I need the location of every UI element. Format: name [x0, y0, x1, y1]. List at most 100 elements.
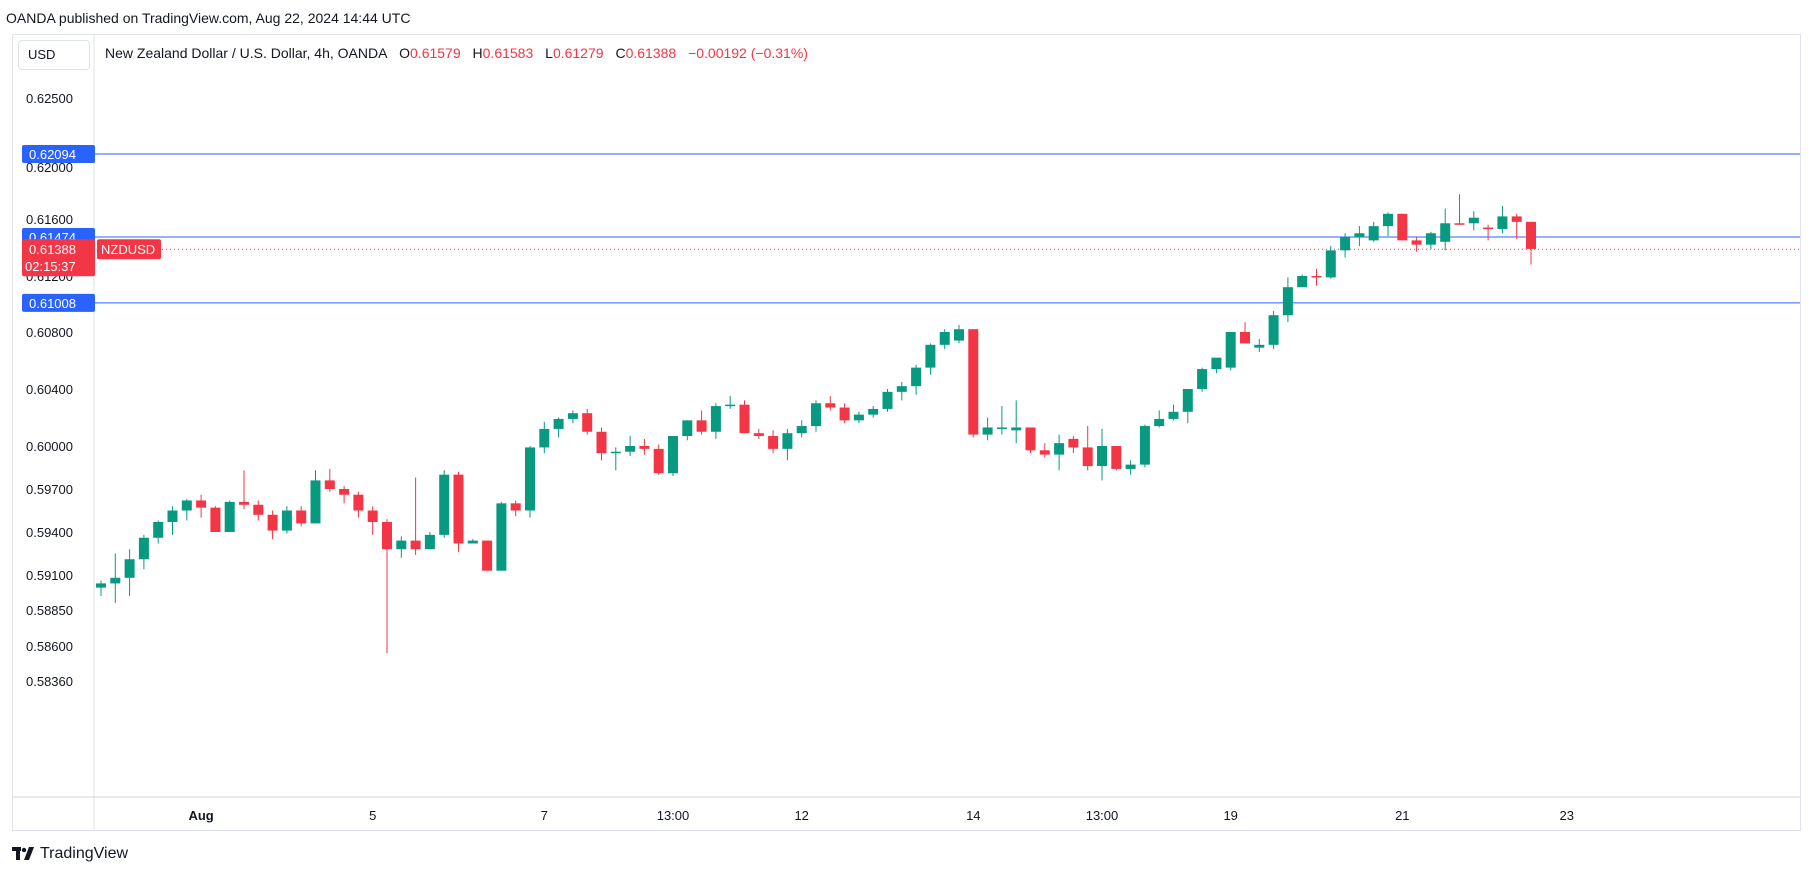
candle-up[interactable] [1154, 418, 1165, 427]
candle-down[interactable] [296, 510, 307, 524]
candle-up[interactable] [982, 427, 993, 435]
candle-up[interactable] [939, 332, 950, 345]
candle-up[interactable] [882, 391, 893, 409]
candle-down[interactable] [196, 500, 207, 508]
candle-up[interactable] [925, 344, 936, 368]
candle-up[interactable] [1097, 446, 1107, 467]
candle-up[interactable] [1011, 427, 1022, 431]
candle-down[interactable] [1454, 223, 1465, 225]
candle-down[interactable] [1397, 213, 1408, 241]
candle-up[interactable] [1368, 226, 1379, 241]
candle-up[interactable] [467, 540, 478, 544]
candle-up[interactable] [567, 413, 578, 419]
candle-down[interactable] [839, 407, 850, 421]
candle-up[interactable] [811, 403, 821, 427]
candle-up[interactable] [954, 329, 964, 341]
candle-up[interactable] [1468, 217, 1479, 224]
candle-down[interactable] [1411, 240, 1422, 245]
candle-up[interactable] [525, 447, 535, 511]
candle-up[interactable] [138, 537, 149, 560]
candle-up[interactable] [868, 408, 879, 415]
candle-down[interactable] [1526, 221, 1536, 249]
candle-down[interactable] [1068, 438, 1079, 448]
candle-up[interactable] [539, 428, 550, 448]
candle-up[interactable] [610, 451, 621, 454]
candle-down[interactable] [353, 494, 364, 511]
candle-up[interactable] [1340, 237, 1351, 251]
candle-down[interactable] [1039, 450, 1050, 455]
candle-down[interactable] [968, 329, 979, 435]
candle-up[interactable] [553, 418, 564, 429]
candle-up[interactable] [625, 446, 636, 452]
candle-up[interactable] [996, 427, 1007, 429]
candle-up[interactable] [1383, 213, 1393, 227]
candle-up[interactable] [1211, 357, 1222, 370]
candle-down[interactable] [1025, 427, 1036, 451]
candle-down[interactable] [653, 448, 664, 474]
candle-down[interactable] [639, 446, 650, 449]
candle-down[interactable] [267, 514, 278, 531]
candle-up[interactable] [96, 583, 106, 588]
candle-down[interactable] [1511, 216, 1522, 222]
candle-up[interactable] [224, 501, 235, 532]
candle-down[interactable] [324, 480, 335, 489]
candle-down[interactable] [210, 507, 221, 532]
candle-down[interactable] [367, 510, 378, 522]
candle-up[interactable] [1168, 411, 1179, 419]
candle-up[interactable] [1425, 233, 1436, 245]
candle-down[interactable] [239, 501, 249, 505]
candle-down[interactable] [1240, 332, 1250, 344]
candle-up[interactable] [396, 540, 407, 550]
candle-down[interactable] [596, 431, 607, 454]
candle-down[interactable] [339, 489, 350, 495]
candle-down[interactable] [410, 540, 421, 550]
candle-up[interactable] [110, 577, 121, 584]
candle-up[interactable] [439, 474, 450, 535]
candle-down[interactable] [582, 413, 593, 432]
candle-up[interactable] [153, 521, 164, 538]
candle-up[interactable] [796, 426, 807, 434]
candle-up[interactable] [1182, 389, 1193, 412]
candle-up[interactable] [1282, 287, 1293, 316]
candle-up[interactable] [124, 559, 135, 578]
candle-down[interactable] [382, 521, 392, 550]
candle-down[interactable] [1311, 276, 1322, 278]
candle-up[interactable] [896, 386, 907, 392]
candle-down[interactable] [510, 503, 521, 511]
candle-up[interactable] [281, 510, 292, 531]
candle-up[interactable] [911, 367, 922, 387]
candle-up[interactable] [1497, 216, 1508, 229]
currency-button[interactable]: USD [18, 40, 90, 70]
candle-up[interactable] [668, 436, 678, 474]
candle-down[interactable] [453, 474, 464, 544]
candle-up[interactable] [1054, 443, 1065, 455]
candle-up[interactable] [310, 480, 321, 524]
candle-down[interactable] [482, 540, 493, 571]
candle-up[interactable] [496, 503, 507, 571]
candle-up[interactable] [1325, 250, 1336, 278]
candle-up[interactable] [1125, 464, 1136, 469]
candle-down[interactable] [1483, 227, 1494, 230]
candle-up[interactable] [424, 534, 435, 550]
candle-up[interactable] [181, 500, 192, 511]
candle-up[interactable] [1268, 315, 1279, 345]
candle-up[interactable] [1254, 344, 1265, 348]
candle-up[interactable] [1354, 233, 1365, 238]
candle-up[interactable] [782, 433, 793, 449]
candle-up[interactable] [1297, 276, 1308, 288]
candle-up[interactable] [1197, 369, 1208, 389]
candle-down[interactable] [253, 504, 264, 515]
candle-up[interactable] [1139, 426, 1150, 465]
candle-up[interactable] [682, 420, 693, 437]
candle-down[interactable] [739, 404, 750, 434]
candle-up[interactable] [167, 510, 178, 522]
candle-down[interactable] [696, 420, 707, 432]
candle-down[interactable] [753, 433, 764, 437]
candle-up[interactable] [710, 406, 721, 432]
candle-down[interactable] [768, 436, 779, 449]
candle-up[interactable] [1440, 223, 1451, 242]
candle-down[interactable] [1082, 447, 1093, 467]
candle-up[interactable] [1225, 332, 1236, 368]
tradingview-logo[interactable]: TradingView [12, 845, 128, 863]
